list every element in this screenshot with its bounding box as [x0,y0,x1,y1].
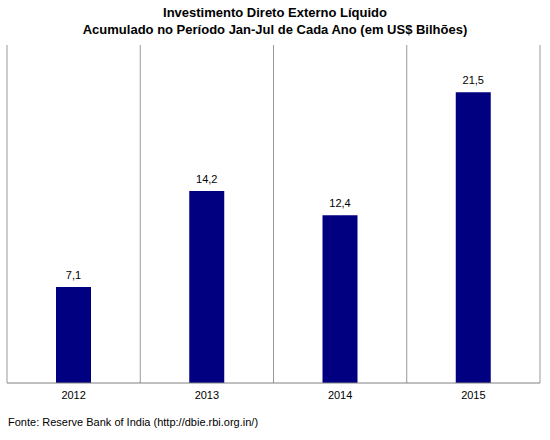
svg-text:2014: 2014 [328,389,352,401]
html-text:Fonte: Reserve Bank of India (: Fonte: Reserve Bank of India (http://dbi… [8,416,259,428]
svg-text:2013: 2013 [195,389,219,401]
svg-text:14,2: 14,2 [196,173,217,185]
svg-text:2012: 2012 [61,389,85,401]
svg-text:7,1: 7,1 [66,269,81,281]
html-text:Investimento Direto Externo Lí: Investimento Direto Externo Líquido [163,5,387,20]
svg-text:21,5: 21,5 [463,74,484,86]
svg-text:12,4: 12,4 [329,197,350,209]
html-text:Acumulado no Período Jan-Jul d: Acumulado no Período Jan-Jul de Cada Ano… [82,22,468,37]
svg-text:2015: 2015 [461,389,485,401]
